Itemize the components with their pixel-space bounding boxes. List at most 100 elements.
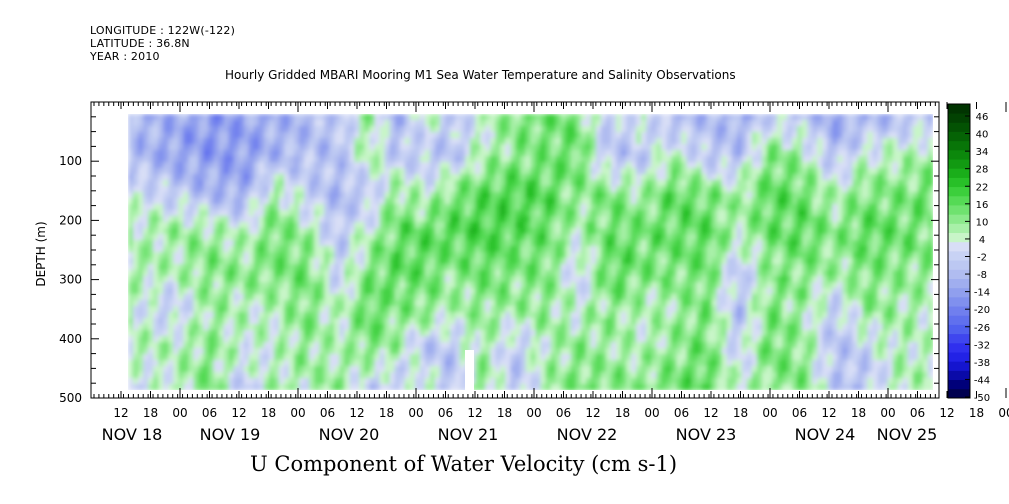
heatmap-cell [128, 132, 134, 139]
heatmap-cell [334, 300, 340, 307]
heatmap-cell [128, 126, 134, 133]
heatmap-cell [309, 264, 315, 271]
heatmap-cell [329, 216, 335, 223]
heatmap-cell [278, 252, 285, 259]
heatmap-cell [389, 156, 396, 163]
heatmap-cell [138, 300, 144, 307]
heatmap-cell [399, 360, 406, 367]
heatmap-cell [434, 144, 441, 151]
heatmap-cell [168, 258, 174, 265]
heatmap-cell [580, 324, 587, 331]
heatmap-cell [354, 288, 361, 295]
heatmap-cell [585, 354, 592, 361]
heatmap-cell [505, 324, 511, 331]
heatmap-cell [143, 336, 149, 343]
heatmap-cell [626, 336, 632, 343]
heatmap-cell [243, 228, 250, 235]
heatmap-cell [500, 132, 506, 139]
heatmap-cell [379, 156, 386, 163]
heatmap-cell [444, 288, 451, 295]
heatmap-cell [419, 186, 426, 193]
heatmap-cell [183, 246, 189, 253]
heatmap-cell [218, 372, 225, 379]
heatmap-cell [294, 132, 300, 139]
heatmap-cell [661, 240, 667, 247]
heatmap-cell [465, 150, 471, 157]
heatmap-cell [324, 300, 330, 307]
heatmap-cell [173, 216, 179, 223]
heatmap-cell [439, 282, 446, 289]
heatmap-cell [273, 306, 280, 313]
heatmap-cell [595, 294, 602, 301]
heatmap-cell [238, 138, 245, 145]
heatmap-cell [490, 138, 496, 145]
heatmap-cell [299, 138, 305, 145]
heatmap-cell [550, 150, 557, 157]
heatmap-cell [263, 264, 270, 271]
heatmap-cell [148, 342, 154, 349]
heatmap-cell [163, 192, 169, 199]
heatmap-cell [339, 318, 345, 325]
heatmap-cell [319, 276, 325, 283]
heatmap-cell [565, 168, 572, 175]
heatmap-cell [429, 246, 436, 253]
heatmap-cell [233, 186, 240, 193]
heatmap-cell [570, 186, 577, 193]
heatmap-cell [651, 198, 657, 205]
heatmap-cell [590, 144, 597, 151]
heatmap-cell [525, 204, 532, 211]
heatmap-cell [424, 186, 431, 193]
heatmap-cell [510, 366, 517, 373]
heatmap-cell [193, 294, 200, 301]
heatmap-cell [580, 384, 587, 390]
heatmap-cell [651, 252, 657, 259]
heatmap-cell [319, 282, 325, 289]
heatmap-cell [505, 318, 511, 325]
heatmap-cell [324, 324, 330, 331]
heatmap-cell [379, 198, 386, 205]
heatmap-cell [158, 132, 164, 139]
heatmap-cell [429, 132, 436, 139]
heatmap-cell [495, 282, 501, 289]
heatmap-cell [334, 210, 340, 217]
heatmap-cell [223, 258, 230, 265]
heatmap-cell [575, 288, 582, 295]
heatmap-cell [545, 348, 552, 355]
heatmap-cell [460, 162, 466, 169]
heatmap-cell [605, 150, 612, 157]
heatmap-cell [439, 198, 446, 205]
heatmap-cell [520, 138, 527, 145]
heatmap-cell [535, 168, 542, 175]
heatmap-cell [465, 216, 471, 223]
heatmap-cell [268, 240, 275, 247]
heatmap-cell [424, 252, 431, 259]
heatmap-cell [455, 300, 461, 307]
heatmap-cell [525, 300, 532, 307]
heatmap-cell [178, 186, 184, 193]
heatmap-cell [294, 366, 300, 373]
heatmap-cell [616, 294, 622, 301]
heatmap-cell [666, 258, 672, 265]
heatmap-cell [138, 246, 144, 253]
heatmap-cell [595, 360, 602, 367]
heatmap-cell [545, 180, 552, 187]
heatmap-cell [163, 246, 169, 253]
heatmap-cell [595, 210, 602, 217]
heatmap-cell [636, 132, 642, 139]
heatmap-cell [646, 294, 652, 301]
heatmap-cell [198, 222, 205, 229]
heatmap-cell [485, 168, 491, 175]
heatmap-cell [384, 240, 391, 247]
heatmap-cell [283, 120, 290, 127]
heatmap-cell [283, 186, 290, 193]
heatmap-cell [213, 138, 220, 145]
heatmap-cell [656, 294, 662, 301]
heatmap-cell [178, 114, 184, 121]
heatmap-cell [460, 282, 466, 289]
heatmap-cell [334, 354, 340, 361]
heatmap-cell [143, 384, 149, 390]
heatmap-cell [560, 384, 567, 390]
heatmap-cell [238, 246, 245, 253]
heatmap-cell [329, 282, 335, 289]
heatmap-cell [218, 192, 225, 199]
